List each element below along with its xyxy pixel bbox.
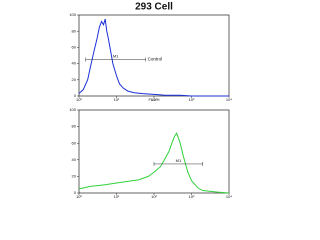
y-tick-label: 20 <box>72 77 77 82</box>
x-tick-label: 10² <box>151 194 157 199</box>
chart-title: 293 Cell <box>135 2 173 13</box>
x-tick-label: 10⁴ <box>226 97 232 102</box>
plot-frame <box>78 109 230 194</box>
x-tick-label: 10³ <box>189 194 195 199</box>
x-tick-label: 10¹ <box>114 194 120 199</box>
gate-note: Control <box>148 57 163 62</box>
x-tick-label: 10³ <box>189 97 195 102</box>
gate-label: M1 <box>113 54 119 59</box>
histogram-line <box>78 18 229 97</box>
y-tick-label: 60 <box>72 140 77 145</box>
plot-frame <box>78 14 230 97</box>
x-tick-label: 10² <box>151 97 157 102</box>
x-axis-label: FL1-H <box>148 97 159 102</box>
x-tick-label: 10¹ <box>114 97 120 102</box>
y-tick-label: 0 <box>74 190 77 195</box>
y-tick-label: 40 <box>72 157 77 162</box>
x-tick-label: 10⁰ <box>76 194 82 199</box>
y-tick-label: 100 <box>69 12 76 17</box>
y-tick-label: 0 <box>74 93 77 98</box>
y-tick-label: 20 <box>72 173 77 178</box>
histogram-line <box>78 132 230 194</box>
y-tick-label: 80 <box>72 124 77 129</box>
y-tick-label: 40 <box>72 61 77 66</box>
y-tick-label: 60 <box>72 44 77 49</box>
page: {"chart_data": [ {"type": "line", "title… <box>69 1 233 200</box>
x-tick-label: 10⁰ <box>76 97 82 102</box>
gate-label: M1 <box>176 158 182 163</box>
y-tick-label: 100 <box>69 107 76 112</box>
x-tick-label: 10⁴ <box>226 194 232 199</box>
y-tick-label: 80 <box>72 28 77 33</box>
